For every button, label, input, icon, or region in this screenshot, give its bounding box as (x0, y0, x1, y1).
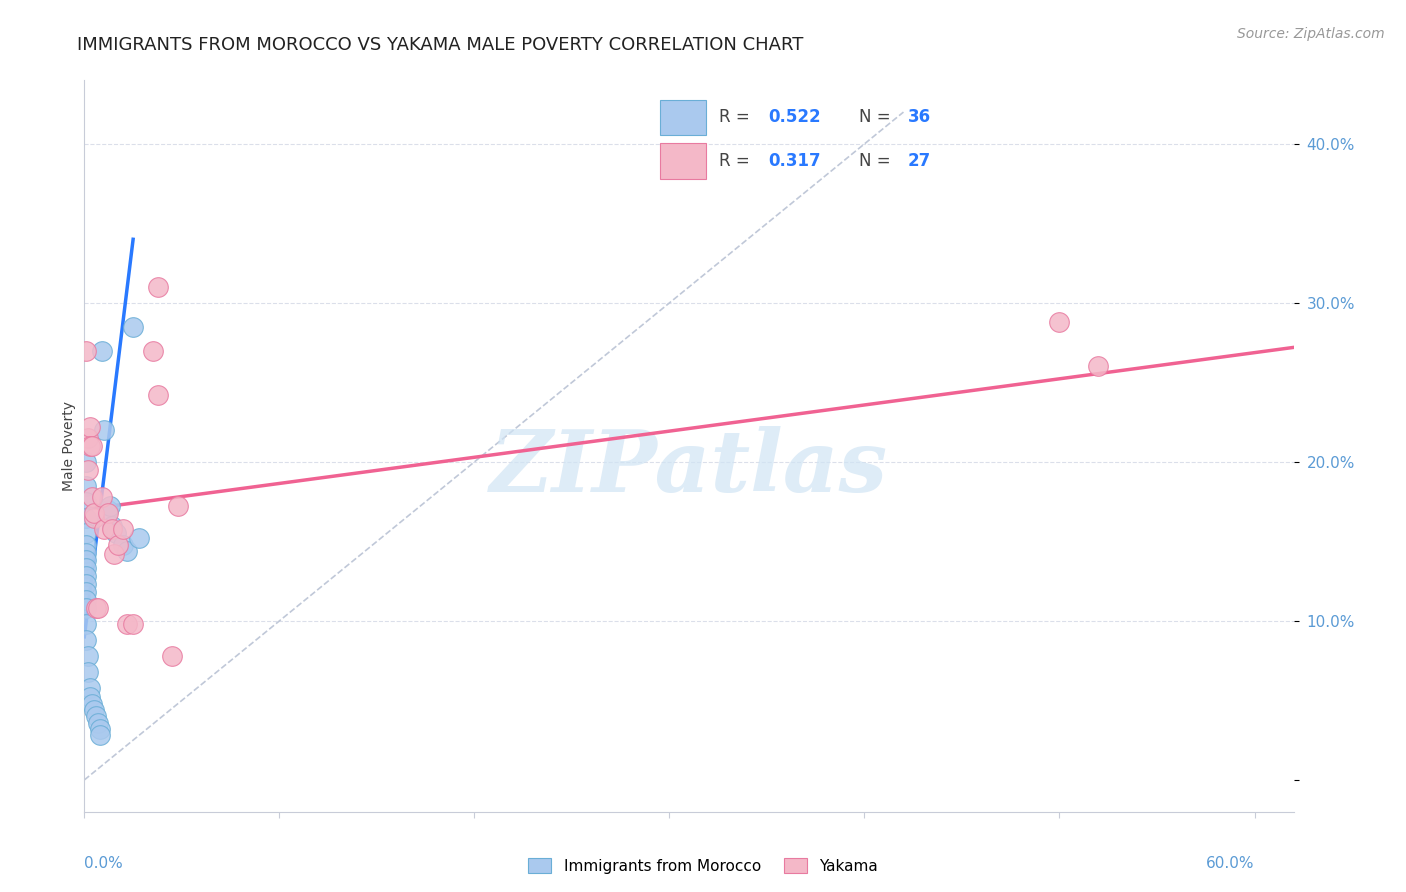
Text: 36: 36 (908, 109, 931, 127)
FancyBboxPatch shape (661, 100, 706, 135)
Point (75, 577, 97, 591)
Point (84, 709, 107, 723)
Point (112, 538, 135, 552)
Point (107, 538, 129, 552)
Point (75, 526, 97, 541)
Text: 60.0%: 60.0% (1206, 855, 1254, 871)
Point (75, 617, 97, 632)
Point (97, 502, 120, 516)
Point (83, 506, 105, 520)
Point (100, 518, 122, 533)
Point (112, 522, 135, 536)
Point (83, 703, 105, 717)
Point (75, 510, 97, 524)
Point (142, 343, 165, 358)
Point (82, 490, 104, 504)
Text: R =: R = (720, 109, 755, 127)
Point (148, 388, 170, 402)
Text: 0.317: 0.317 (768, 152, 821, 170)
Point (75, 455, 97, 469)
Point (128, 531, 150, 545)
Point (75, 545, 97, 559)
Point (75, 632, 97, 647)
Point (148, 280, 170, 294)
Y-axis label: Male Poverty: Male Poverty (62, 401, 76, 491)
Text: N =: N = (859, 152, 896, 170)
Point (77, 665, 100, 679)
Point (79, 420, 101, 434)
Point (75, 561, 97, 575)
Point (93, 522, 115, 536)
Point (75, 553, 97, 567)
Point (75, 585, 97, 599)
Point (87, 601, 110, 615)
Point (75, 593, 97, 607)
Point (122, 617, 145, 632)
Text: R =: R = (720, 152, 755, 170)
Text: IMMIGRANTS FROM MOROCCO VS YAKAMA MALE POVERTY CORRELATION CHART: IMMIGRANTS FROM MOROCCO VS YAKAMA MALE P… (77, 36, 804, 54)
Legend: Immigrants from Morocco, Yakama: Immigrants from Morocco, Yakama (522, 852, 884, 880)
Point (87, 715, 110, 730)
Point (75, 538, 97, 552)
Point (82, 439, 104, 453)
Point (89, 722, 111, 736)
Point (83, 510, 105, 524)
Point (117, 617, 139, 632)
Point (90, 343, 112, 358)
Point (104, 526, 127, 541)
Point (75, 479, 97, 493)
Point (100, 522, 122, 536)
Point (122, 319, 145, 334)
Point (79, 681, 101, 695)
Point (89, 728, 111, 742)
Point (75, 601, 97, 615)
Text: 27: 27 (908, 152, 931, 170)
Point (160, 648, 183, 663)
Point (90, 490, 112, 504)
Point (93, 423, 115, 437)
Text: 0.0%: 0.0% (84, 855, 124, 871)
Point (117, 544, 139, 558)
Point (82, 697, 104, 711)
Point (167, 500, 190, 514)
Point (84, 601, 107, 615)
Point (1049, 315, 1071, 329)
Point (77, 431, 100, 445)
Point (98, 500, 121, 514)
Text: ZIPatlas: ZIPatlas (489, 426, 889, 509)
Point (1087, 359, 1109, 374)
Point (103, 547, 125, 561)
Text: Source: ZipAtlas.com: Source: ZipAtlas.com (1237, 27, 1385, 41)
FancyBboxPatch shape (661, 144, 706, 178)
Point (75, 343, 97, 358)
Point (75, 494, 97, 508)
Text: 0.522: 0.522 (768, 109, 821, 127)
Point (77, 648, 100, 663)
Point (97, 506, 120, 520)
Text: N =: N = (859, 109, 896, 127)
Point (79, 439, 101, 453)
Point (77, 463, 100, 477)
Point (79, 690, 101, 705)
Point (75, 569, 97, 583)
